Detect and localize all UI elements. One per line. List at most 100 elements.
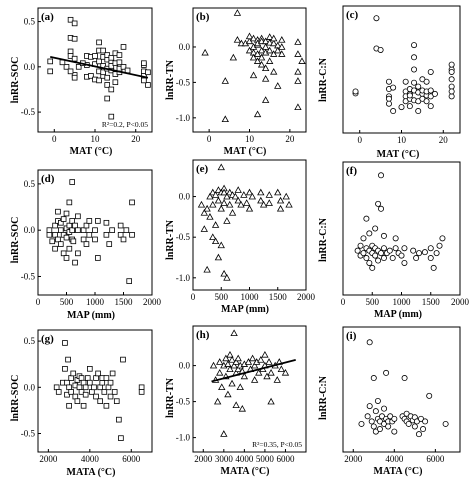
data-point <box>374 397 381 404</box>
data-point <box>265 38 274 46</box>
data-point <box>66 384 72 391</box>
data-point <box>71 20 78 27</box>
data-point <box>47 68 54 75</box>
data-point <box>65 356 71 363</box>
ylabel-f: lnRR-C:N <box>318 217 329 262</box>
data-point <box>398 104 405 111</box>
x-tick-label: 10 <box>91 134 101 144</box>
xlabel-f: MAP (mm) <box>374 309 422 320</box>
data-point <box>358 420 365 427</box>
data-point <box>107 379 114 386</box>
data-points <box>47 16 151 120</box>
data-point <box>224 360 232 367</box>
data-point <box>274 82 282 89</box>
data-point <box>230 361 238 369</box>
panel-b: (b) 0 10 20 -1.0 -0.5 0.0 <box>176 7 307 144</box>
x-tick-label: 1000 <box>241 292 260 302</box>
data-point <box>116 416 122 423</box>
data-point <box>378 250 385 257</box>
x-tick-label: 20 <box>131 134 141 144</box>
x-tick-label: 20 <box>439 135 449 145</box>
ylabel-h: lnRR-TN <box>165 377 176 418</box>
data-point <box>232 401 240 409</box>
y-tick-label: 0.0 <box>179 361 191 371</box>
data-point <box>117 232 124 238</box>
y-tick-label: 0.0 <box>24 225 36 235</box>
x-tick-label: 2000 <box>451 297 470 307</box>
data-point <box>62 340 68 346</box>
data-point <box>370 423 377 430</box>
data-point <box>109 227 115 233</box>
data-point <box>448 93 455 100</box>
data-point <box>237 200 245 208</box>
data-point <box>433 250 440 257</box>
x-tick-label: 0 <box>52 134 57 144</box>
data-point <box>80 402 87 409</box>
data-point <box>257 46 266 54</box>
scatter-panels: (a) 0 10 20 -0.5 0.0 0.5 R²=0.2, P<0.05 (b) 0 10 20… <box>21 5 470 464</box>
data-point <box>221 77 229 84</box>
data-point <box>234 365 242 373</box>
data-point <box>385 78 392 85</box>
panel-label: (e) <box>196 163 209 175</box>
data-point <box>416 250 423 257</box>
data-point <box>55 389 62 395</box>
data-point <box>390 84 397 91</box>
data-point <box>214 196 223 204</box>
data-point <box>405 420 412 427</box>
data-point <box>141 77 147 84</box>
data-point <box>95 255 101 261</box>
data-point <box>92 236 98 243</box>
data-point <box>203 204 211 212</box>
data-point <box>96 39 102 46</box>
x-tick-label: 10 <box>245 134 255 144</box>
data-point <box>406 103 413 110</box>
data-point <box>423 98 430 105</box>
data-point <box>257 196 265 204</box>
x-tick-label: 0 <box>191 292 196 302</box>
data-point <box>103 232 110 238</box>
data-point <box>58 219 64 226</box>
x-axis-labels: MAT (°C) MAT (°C) MAT (°C) MAP (mm) MAP … <box>67 146 423 478</box>
data-point <box>298 57 306 64</box>
data-point <box>53 384 60 391</box>
data-point <box>70 370 77 377</box>
data-point <box>74 398 81 404</box>
data-point <box>223 192 231 200</box>
x-tick-label: 20 <box>285 134 295 144</box>
data-point <box>376 426 383 433</box>
data-point <box>427 245 434 252</box>
x-tick-label: 2000 <box>143 297 162 307</box>
data-point <box>278 43 286 50</box>
data-point <box>238 404 246 412</box>
data-point <box>406 92 413 99</box>
data-point <box>261 75 270 82</box>
data-point <box>294 38 302 45</box>
y-tick-label: 0.5 <box>24 336 36 346</box>
data-point <box>63 210 70 217</box>
data-point <box>75 64 82 70</box>
data-point <box>83 222 90 229</box>
data-point <box>372 408 379 415</box>
data-point <box>257 60 266 68</box>
data-point <box>87 379 93 386</box>
ylabel-e: lnRR-TN <box>165 219 176 260</box>
data-point <box>285 200 293 208</box>
data-point <box>385 95 392 102</box>
data-point <box>392 245 399 252</box>
data-point <box>380 255 387 262</box>
regression-annotation: R²=0.2, P<0.05 <box>102 120 148 129</box>
data-point <box>63 255 70 261</box>
data-point <box>242 199 251 206</box>
data-point <box>52 245 58 252</box>
xlabel-g: MATA (°C) <box>67 467 116 478</box>
data-point <box>96 58 102 65</box>
data-point <box>282 192 290 200</box>
data-point <box>421 249 428 256</box>
data-point <box>265 57 274 64</box>
data-point <box>422 418 429 425</box>
plot-frame <box>37 329 153 453</box>
data-point <box>277 365 286 373</box>
data-point <box>368 418 375 425</box>
x-tick-label: 1000 <box>86 297 105 307</box>
